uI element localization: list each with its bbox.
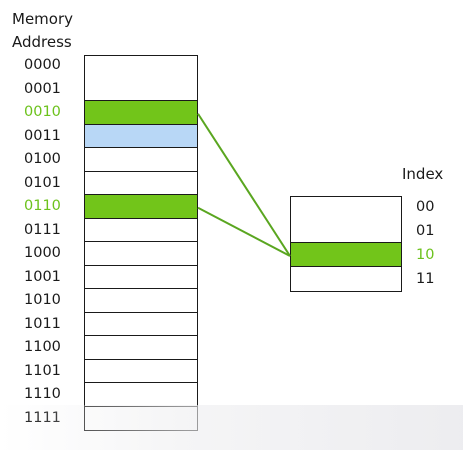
address-label: 0100 — [24, 151, 61, 167]
index-label: 01 — [416, 223, 435, 239]
memory-block-cell — [85, 171, 197, 196]
memory-address-title: Memory Address — [12, 8, 73, 54]
cache-index-cell — [291, 197, 401, 221]
address-label: 0110 — [24, 198, 61, 214]
mapping-line — [197, 206, 291, 257]
memory-block-cell — [85, 359, 197, 384]
memory-block-cell — [85, 312, 197, 337]
address-label: 0011 — [24, 127, 61, 144]
cache-index-cell — [291, 243, 401, 268]
memory-block-cell — [85, 218, 197, 243]
cache-index-table — [290, 196, 402, 292]
memory-title-line1: Memory — [12, 10, 74, 28]
memory-block-cell — [85, 383, 197, 407]
cache-index-cell — [291, 267, 401, 292]
address-label: 0101 — [24, 174, 61, 191]
address-label: 0010 — [24, 104, 61, 120]
address-label: 1000 — [24, 245, 61, 261]
memory-title-line2: Address — [12, 33, 72, 51]
address-label: 0111 — [24, 221, 61, 238]
memory-block-cell — [85, 195, 197, 219]
index-label: 11 — [416, 271, 435, 287]
address-label: 1001 — [24, 268, 61, 285]
memory-block-cell — [85, 336, 197, 360]
address-label: 1100 — [24, 339, 61, 355]
index-label: 00 — [416, 199, 435, 215]
memory-block-cell — [85, 148, 197, 172]
memory-block-cell — [85, 77, 197, 102]
address-label: 0001 — [24, 80, 61, 97]
address-label: 0000 — [24, 57, 61, 73]
index-label: 10 — [416, 247, 435, 263]
address-label: 1011 — [24, 315, 61, 332]
mapping-line — [197, 113, 291, 257]
bottom-shadow — [0, 405, 463, 450]
memory-block-cell — [85, 265, 197, 290]
memory-block-cell — [85, 56, 197, 80]
memory-block-cell — [85, 242, 197, 266]
index-title: Index — [402, 165, 444, 183]
address-label: 1010 — [24, 292, 61, 308]
cache-index-cell — [291, 219, 401, 244]
memory-block-cell — [85, 101, 197, 125]
memory-block-table — [84, 55, 198, 431]
memory-block-cell — [85, 289, 197, 313]
memory-block-cell — [85, 124, 197, 149]
address-label: 1101 — [24, 362, 61, 379]
address-label: 1110 — [24, 386, 61, 402]
